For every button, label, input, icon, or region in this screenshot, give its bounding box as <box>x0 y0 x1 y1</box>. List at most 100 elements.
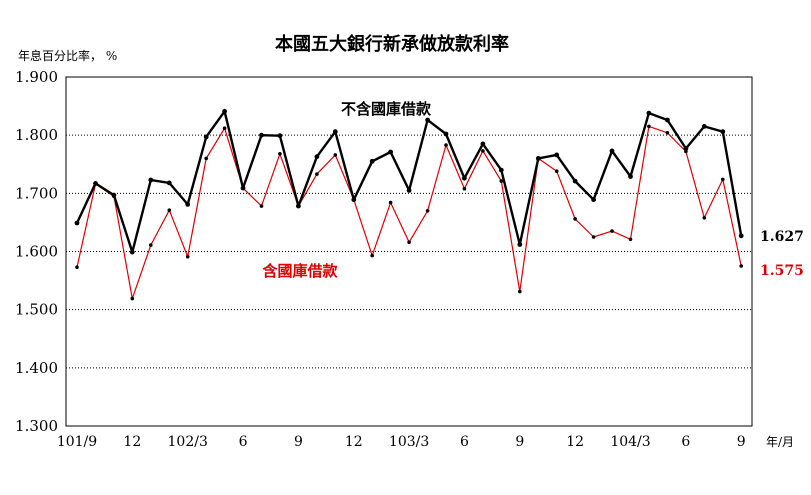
x-tick-label: 6 <box>460 434 469 450</box>
data-point <box>517 242 523 247</box>
data-point <box>369 158 375 164</box>
data-point <box>407 240 411 244</box>
data-point <box>296 203 301 209</box>
data-point <box>628 174 633 179</box>
data-point <box>130 296 135 301</box>
data-point <box>406 188 412 193</box>
data-point <box>185 202 191 207</box>
series-label-black: 不含國庫借款 <box>341 100 432 118</box>
data-point <box>572 178 578 184</box>
series-line-red <box>76 125 742 300</box>
data-point <box>222 126 227 130</box>
x-tick-label: 12 <box>566 434 584 450</box>
data-point <box>278 152 282 156</box>
data-point <box>683 146 689 151</box>
data-point <box>240 185 246 191</box>
data-point <box>259 132 264 138</box>
x-tick-label: 103/3 <box>389 434 429 450</box>
x-axis-label: 年/月 <box>766 435 794 449</box>
data-point <box>185 254 190 259</box>
data-point <box>739 264 743 268</box>
x-tick-label: 12 <box>123 434 141 450</box>
data-point <box>277 133 283 139</box>
data-point <box>332 129 338 135</box>
series-layer <box>74 108 744 301</box>
data-point <box>203 134 209 140</box>
data-point <box>721 177 725 182</box>
data-point <box>462 175 467 181</box>
data-point <box>499 179 504 183</box>
grid-lines <box>66 134 752 369</box>
x-tick-label: 101/9 <box>57 434 97 450</box>
data-point <box>388 200 393 205</box>
data-point <box>204 156 208 161</box>
data-point <box>702 216 707 220</box>
data-point <box>701 124 707 129</box>
data-point <box>443 131 449 137</box>
data-point <box>129 249 135 255</box>
y-tick-label: 1.600 <box>15 243 58 261</box>
data-point <box>75 265 79 270</box>
x-tick-label: 9 <box>515 434 524 450</box>
data-point <box>720 129 726 135</box>
data-point <box>370 253 375 258</box>
chart-title: 本國五大銀行新承做放款利率 <box>275 33 509 55</box>
data-point <box>425 117 430 123</box>
plot-frame <box>65 76 753 427</box>
data-point <box>646 110 652 116</box>
data-point <box>149 243 153 247</box>
y-tick-label: 1.900 <box>15 68 58 86</box>
data-point <box>314 154 320 160</box>
x-tick-label: 9 <box>737 434 746 450</box>
data-point <box>444 143 448 147</box>
data-point <box>535 156 541 161</box>
data-point <box>315 172 319 176</box>
data-point <box>351 197 357 203</box>
data-point <box>166 180 172 186</box>
data-point <box>462 186 467 191</box>
x-tick-label: 12 <box>345 434 363 450</box>
data-point <box>665 117 670 123</box>
data-point <box>167 208 172 212</box>
data-point <box>425 209 430 213</box>
series-label-red: 含國庫借款 <box>262 262 338 280</box>
data-point <box>610 229 614 233</box>
y-tick-label: 1.400 <box>15 359 58 377</box>
data-point <box>111 192 117 198</box>
data-point <box>628 237 633 242</box>
data-point <box>259 204 264 208</box>
data-point <box>74 220 80 226</box>
data-point <box>591 197 596 203</box>
y-tick-label: 1.700 <box>15 184 58 202</box>
x-tick-label: 102/3 <box>168 434 208 450</box>
data-point <box>573 217 577 221</box>
y-axis-label: 年息百分比率， % <box>18 48 117 63</box>
data-point <box>518 289 522 294</box>
data-point <box>480 141 486 147</box>
y-tick-label: 1.800 <box>15 126 58 144</box>
x-tick-label: 6 <box>681 434 690 450</box>
x-tick-label: 6 <box>239 434 248 450</box>
series-line-black <box>75 110 743 254</box>
end-value-red: 1.575 <box>760 263 804 279</box>
end-value-black: 1.627 <box>760 229 804 245</box>
data-point <box>738 233 744 239</box>
y-tick-labels: 1.300 1.400 1.500 1.600 1.700 1.800 1.900 <box>15 68 58 435</box>
x-tick-labels: 101/9 12 102/3 6 9 12 103/3 6 9 12 104/3 6 9 <box>57 434 746 450</box>
y-tick-label: 1.500 <box>15 301 58 319</box>
data-point <box>148 177 154 183</box>
data-point <box>388 149 393 155</box>
data-point <box>222 108 228 114</box>
data-point <box>665 131 670 135</box>
data-point <box>498 167 504 173</box>
data-point <box>647 124 651 129</box>
y-tick-label: 1.300 <box>15 417 58 435</box>
data-point <box>481 149 485 153</box>
data-point <box>333 153 338 157</box>
data-point <box>554 152 560 158</box>
data-point <box>609 148 615 154</box>
data-point <box>93 181 98 186</box>
x-tick-label: 104/3 <box>610 434 650 450</box>
data-point <box>591 235 596 239</box>
